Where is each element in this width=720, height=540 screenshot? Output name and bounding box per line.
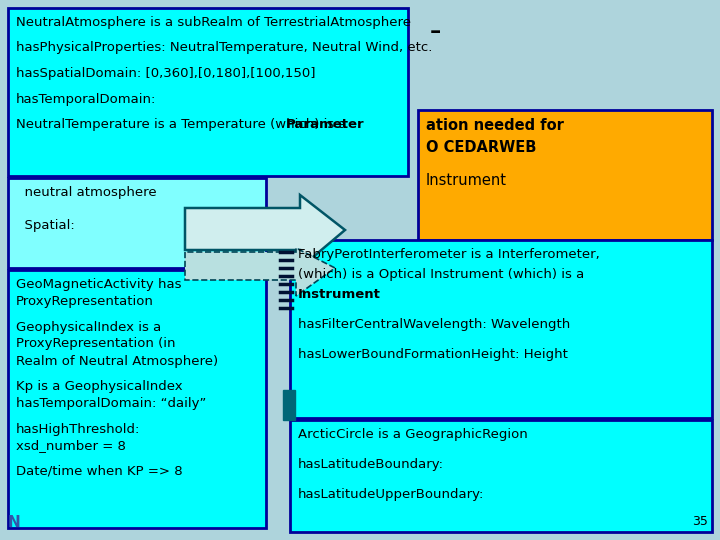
Text: Date/time when KP => 8: Date/time when KP => 8 (16, 465, 183, 478)
Text: GeophysicalIndex is a: GeophysicalIndex is a (16, 321, 161, 334)
Bar (290, 420, 712, 532)
Bar (8, 178, 266, 268)
Text: –: – (430, 22, 441, 42)
Text: Kp is a GeophysicalIndex: Kp is a GeophysicalIndex (16, 380, 183, 393)
Text: neutral atmosphere: neutral atmosphere (16, 186, 157, 199)
Text: hasLowerBoundFormationHeight: Height: hasLowerBoundFormationHeight: Height (298, 348, 568, 361)
Text: hasFilterCentralWavelength: Wavelength: hasFilterCentralWavelength: Wavelength (298, 318, 570, 331)
Text: Instrument: Instrument (426, 173, 507, 188)
Text: GeoMagneticActivity has: GeoMagneticActivity has (16, 278, 181, 291)
Text: hasPhysicalProperties: NeutralTemperature, Neutral Wind, etc.: hasPhysicalProperties: NeutralTemperatur… (16, 42, 433, 55)
Text: NeutralAtmosphere is a subRealm of TerrestrialAtmosphere: NeutralAtmosphere is a subRealm of Terre… (16, 16, 411, 29)
Text: FabryPerotInterferometer is a Interferometer,: FabryPerotInterferometer is a Interferom… (298, 248, 600, 261)
Bar (8, 8, 408, 176)
Text: xsd_number = 8: xsd_number = 8 (16, 440, 126, 453)
Text: NeutralTemperature is a Temperature (which) is a: NeutralTemperature is a Temperature (whi… (16, 118, 351, 131)
Text: hasTemporalDomain: “daily”: hasTemporalDomain: “daily” (16, 397, 207, 410)
Polygon shape (185, 195, 345, 268)
Text: ArcticCircle is a GeographicRegion: ArcticCircle is a GeographicRegion (298, 428, 528, 441)
Text: hasLatitudeUpperBoundary:: hasLatitudeUpperBoundary: (298, 488, 485, 501)
Text: 35: 35 (692, 515, 708, 528)
Text: O CEDARWEB: O CEDARWEB (426, 140, 536, 155)
Text: hasSpatialDomain: [0,360],[0,180],[100,150]: hasSpatialDomain: [0,360],[0,180],[100,1… (16, 67, 315, 80)
Text: ProxyRepresentation: ProxyRepresentation (16, 295, 154, 308)
Text: hasLatitudeBoundary:: hasLatitudeBoundary: (298, 458, 444, 471)
Text: (which) is a Optical Instrument (which) is a: (which) is a Optical Instrument (which) … (298, 268, 584, 281)
Text: Realm of Neutral Atmosphere): Realm of Neutral Atmosphere) (16, 354, 218, 368)
Text: Spatial:: Spatial: (16, 219, 75, 232)
Bar (283, 390, 295, 420)
Text: hasHighThreshold:: hasHighThreshold: (16, 422, 140, 435)
Text: ation needed for: ation needed for (426, 118, 564, 133)
Text: N: N (8, 515, 21, 530)
Bar (8, 270, 266, 528)
Text: hasTemporalDomain:: hasTemporalDomain: (16, 92, 156, 105)
Text: ProxyRepresentation (in: ProxyRepresentation (in (16, 338, 176, 350)
Bar (290, 240, 712, 418)
Bar (418, 110, 712, 240)
Polygon shape (185, 248, 335, 296)
Text: Parameter: Parameter (286, 118, 364, 131)
Text: Instrument: Instrument (298, 288, 381, 301)
